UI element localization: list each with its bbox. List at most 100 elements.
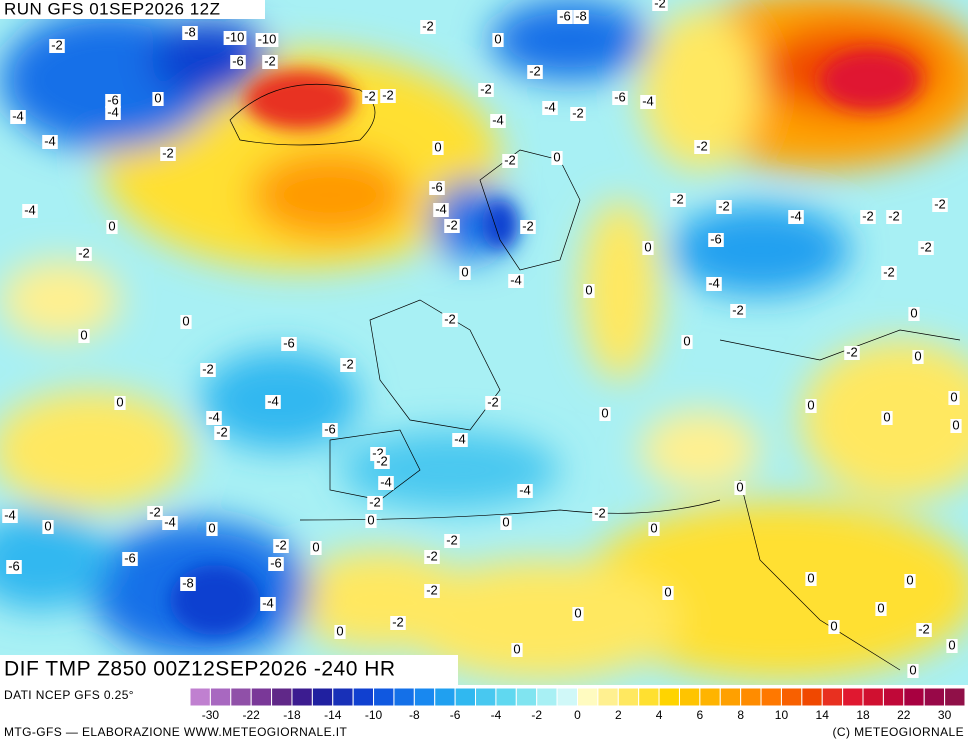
contour-label: -4: [22, 202, 38, 218]
contour-label: -2: [367, 494, 383, 510]
contour-label: -4: [105, 104, 121, 120]
contour-label-box: [662, 586, 674, 600]
contour-label: -2: [424, 582, 440, 598]
contour-label-box: [367, 496, 383, 510]
contour-label: -2: [844, 344, 860, 360]
contour-label-box: [206, 411, 222, 425]
contour-label: -4: [206, 409, 222, 425]
contour-label-text: -2: [78, 245, 90, 260]
contour-label: 0: [904, 572, 916, 588]
contour-label-box: [459, 266, 471, 280]
contour-label: 0: [334, 623, 346, 639]
contour-label: -4: [640, 93, 656, 109]
contour-label-box: [162, 516, 178, 530]
contour-label-text: 0: [664, 584, 671, 599]
colorbar: -30 -22 -18 -14 -10 -8 -6 -4 -2 0 2 4 6 8 10 14 18 22 30: [189, 687, 966, 722]
contour-label-text: 0: [877, 600, 884, 615]
contour-label-box: [380, 89, 396, 103]
contour-label-box: [433, 203, 449, 217]
colorbar-tick-label: -14: [324, 708, 342, 722]
contour-label-text: -2: [572, 105, 584, 120]
contour-label-box: [424, 584, 440, 598]
contour-label-text: -6: [283, 335, 295, 350]
contour-label: -4: [433, 201, 449, 217]
contour-label-box: [648, 522, 660, 536]
contour-label-box: [670, 193, 686, 207]
contour-label-text: -4: [435, 201, 447, 216]
contour-label-box: [932, 198, 948, 212]
contour-label-text: 0: [910, 305, 917, 320]
contour-label: -4: [42, 133, 58, 149]
contour-label-box: [2, 509, 18, 523]
contour-label-text: 0: [513, 641, 520, 656]
contour-label: 0: [459, 264, 471, 280]
contour-label-box: [500, 516, 512, 530]
contour-label: -2: [444, 532, 460, 548]
contour-label-text: -4: [708, 275, 720, 290]
contour-label: -6: [429, 179, 445, 195]
contour-label-text: -2: [934, 196, 946, 211]
contour-label-box: [262, 55, 278, 69]
contour-label-text: -2: [654, 0, 666, 10]
contour-label: -4: [452, 431, 468, 447]
contour-label-box: [424, 550, 440, 564]
contour-label-box: [730, 304, 746, 318]
contour-label-text: -6: [614, 89, 626, 104]
contour-label: 0: [106, 218, 118, 234]
contour-label-text: 0: [434, 139, 441, 154]
contour-label: -2: [362, 88, 378, 104]
contour-label-text: -2: [920, 239, 932, 254]
contour-label: -2: [932, 196, 948, 212]
contour-label-text: -2: [264, 53, 276, 68]
contour-label: 0: [500, 514, 512, 530]
contour-label: 0: [78, 327, 90, 343]
contour-label-text: -2: [594, 505, 606, 520]
contour-label-text: -2: [382, 87, 394, 102]
contour-label: -4: [508, 272, 524, 288]
contour-label: -8: [180, 575, 196, 591]
colorbar-swatch: [352, 687, 375, 707]
contour-label: 0: [180, 313, 192, 329]
contour-label: -2: [694, 138, 710, 154]
contour-label: -6: [281, 335, 297, 351]
colorbar-tick-label: -4: [491, 708, 502, 722]
contour-label: -2: [49, 37, 65, 53]
contour-label: 0: [805, 570, 817, 586]
contour-label: -2: [485, 394, 501, 410]
contour-label-box: [642, 241, 654, 255]
contour-label-box: [828, 620, 840, 634]
contour-label-box: [365, 514, 377, 528]
contour-label-text: -4: [24, 202, 36, 217]
contour-label-box: [78, 329, 90, 343]
contour-label-text: -2: [446, 532, 458, 547]
contour-label-text: 0: [585, 282, 592, 297]
contour-label: -4: [542, 99, 558, 115]
colorbar-swatch: [475, 687, 497, 707]
contour-label-box: [160, 147, 176, 161]
contour-label: -8: [573, 8, 589, 24]
contour-label-text: -2: [342, 356, 354, 371]
colorbar-swatch: [291, 687, 313, 707]
contour-label: -2: [730, 302, 746, 318]
contour-label-text: -2: [487, 394, 499, 409]
contour-label-text: -4: [267, 393, 279, 408]
contour-label: -2: [502, 152, 518, 168]
colorbar-tick-label: -2: [531, 708, 542, 722]
colorbar-tick-label: 22: [897, 708, 911, 722]
contour-label: -2: [380, 87, 396, 103]
contour-label-text: 0: [914, 348, 921, 363]
contour-label-box: [105, 106, 121, 120]
colorbar-tick-label: 6: [697, 708, 704, 722]
contour-label: -6: [268, 555, 284, 571]
contour-label: 0: [599, 405, 611, 421]
contour-label-text: 0: [909, 662, 916, 677]
contour-label-box: [223, 31, 247, 45]
contour-label-box: [520, 220, 536, 234]
contour-label-box: [557, 10, 573, 24]
colorbar-swatch: [577, 687, 599, 707]
colorbar-tick-label: -10: [365, 708, 383, 722]
contour-label-box: [612, 91, 628, 105]
contour-label-text: 0: [807, 570, 814, 585]
contour-label-box: [310, 541, 322, 555]
contour-label-text: -8: [575, 8, 587, 23]
